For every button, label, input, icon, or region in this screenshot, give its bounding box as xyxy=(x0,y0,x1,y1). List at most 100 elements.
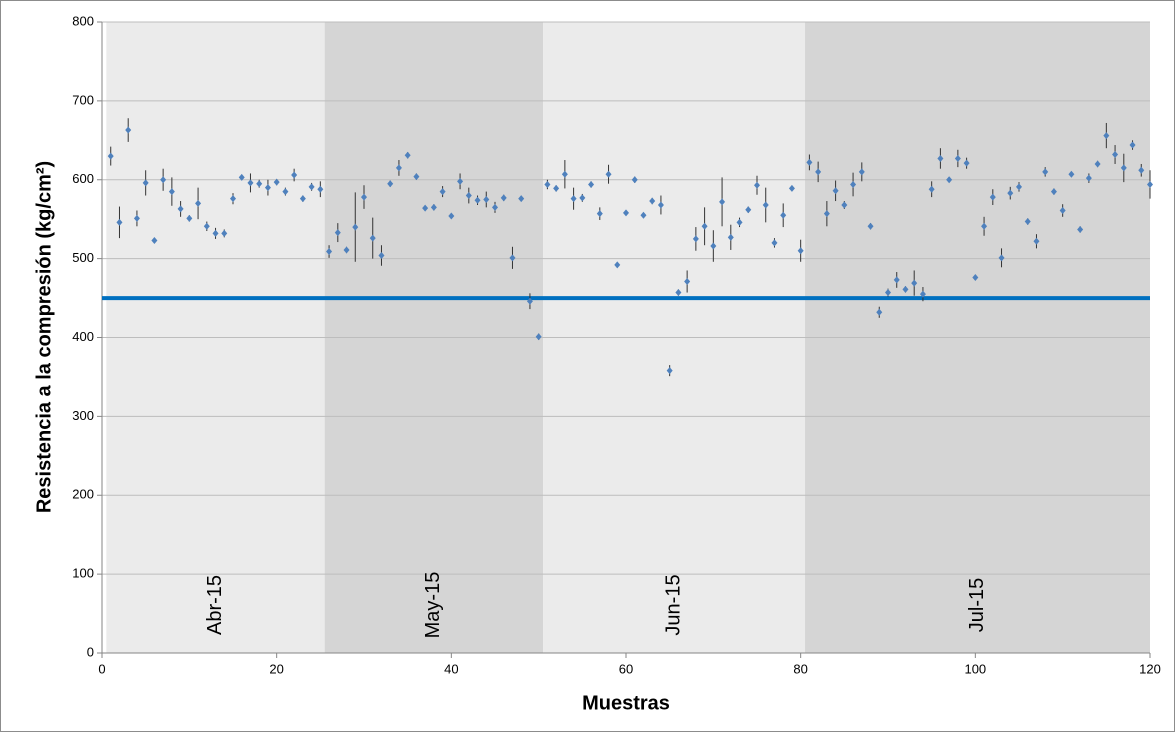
data-point xyxy=(623,209,629,217)
y-tick-label: 300 xyxy=(72,408,94,423)
data-point xyxy=(1042,168,1049,176)
data-point xyxy=(474,196,481,204)
data-point xyxy=(727,233,734,241)
band-label: May-15 xyxy=(422,572,444,639)
x-tick-label: 80 xyxy=(793,661,807,676)
y-tick-label: 200 xyxy=(72,487,94,502)
x-tick-label: 60 xyxy=(619,661,633,676)
y-tick-label: 100 xyxy=(72,566,94,581)
data-point xyxy=(649,197,656,205)
data-point xyxy=(1120,164,1127,172)
data-point xyxy=(780,211,787,219)
data-point xyxy=(387,180,394,188)
data-point xyxy=(1085,174,1092,182)
data-point xyxy=(876,308,883,316)
data-point xyxy=(116,218,123,226)
data-point xyxy=(1024,218,1031,226)
data-point xyxy=(640,211,647,219)
data-point xyxy=(125,126,132,134)
data-point xyxy=(186,214,193,222)
data-point xyxy=(1094,160,1101,168)
data-point xyxy=(203,222,210,230)
data-point xyxy=(710,242,717,250)
y-tick-label: 500 xyxy=(72,250,94,265)
data-point xyxy=(308,183,315,191)
data-point xyxy=(430,203,437,211)
data-point xyxy=(815,168,822,176)
data-point xyxy=(596,210,603,218)
data-point xyxy=(299,195,306,203)
data-point xyxy=(963,159,970,167)
data-point xyxy=(631,176,638,184)
data-point xyxy=(457,177,464,185)
data-point xyxy=(841,201,848,209)
x-tick-label: 100 xyxy=(964,661,986,676)
data-point xyxy=(395,164,402,172)
data-point xyxy=(719,198,726,206)
data-point xyxy=(806,158,813,166)
data-point xyxy=(972,274,979,282)
data-point xyxy=(911,279,918,287)
data-point xyxy=(937,154,944,162)
y-tick-label: 0 xyxy=(87,644,94,659)
data-point xyxy=(605,170,612,178)
x-tick-label: 40 xyxy=(444,661,458,676)
data-point xyxy=(177,205,184,213)
data-point xyxy=(343,246,350,254)
data-point xyxy=(422,204,429,212)
data-point xyxy=(273,178,280,186)
data-point xyxy=(369,234,376,242)
data-point xyxy=(553,184,560,192)
data-point xyxy=(509,254,516,262)
data-point xyxy=(893,276,900,284)
data-point xyxy=(378,251,385,259)
data-point xyxy=(867,222,874,230)
data-point xyxy=(492,203,498,211)
data-point xyxy=(404,151,411,159)
data-point xyxy=(561,170,568,178)
data-point xyxy=(352,223,359,231)
data-point xyxy=(1016,183,1022,191)
data-point xyxy=(326,248,333,256)
band-label: Abr-15 xyxy=(204,575,226,635)
data-point xyxy=(579,194,586,202)
data-point xyxy=(701,222,708,230)
data-point xyxy=(500,194,507,202)
data-point xyxy=(247,179,254,187)
data-point xyxy=(448,212,455,220)
data-point xyxy=(291,171,298,179)
x-tick-label: 0 xyxy=(98,661,105,676)
data-point xyxy=(264,184,271,192)
data-point xyxy=(483,195,490,203)
data-point xyxy=(238,173,245,181)
data-point xyxy=(195,199,202,207)
data-point xyxy=(1129,141,1136,149)
y-tick-label: 600 xyxy=(72,171,94,186)
data-point xyxy=(361,193,367,201)
data-point xyxy=(518,195,525,203)
data-point xyxy=(282,188,289,196)
data-point xyxy=(526,297,533,305)
data-point xyxy=(657,201,664,209)
data-point xyxy=(771,239,778,247)
data-point xyxy=(675,289,682,297)
data-point xyxy=(413,173,420,181)
data-point xyxy=(684,277,691,285)
data-point xyxy=(570,195,577,203)
data-point xyxy=(850,180,857,188)
data-point xyxy=(107,152,114,160)
data-point xyxy=(797,247,804,255)
data-point xyxy=(823,210,830,218)
data-point xyxy=(902,285,909,293)
data-point xyxy=(588,180,595,188)
data-point xyxy=(1068,170,1075,178)
x-tick-label: 20 xyxy=(269,661,283,676)
data-point xyxy=(692,235,699,243)
data-point xyxy=(334,229,341,237)
x-axis-title: Muestras xyxy=(582,692,670,714)
y-axis-title: Resistencia a la compresión (kg/cm²) xyxy=(33,161,55,513)
data-point xyxy=(221,229,228,237)
data-point xyxy=(754,181,760,189)
data-point xyxy=(535,333,542,341)
data-point xyxy=(788,184,795,192)
